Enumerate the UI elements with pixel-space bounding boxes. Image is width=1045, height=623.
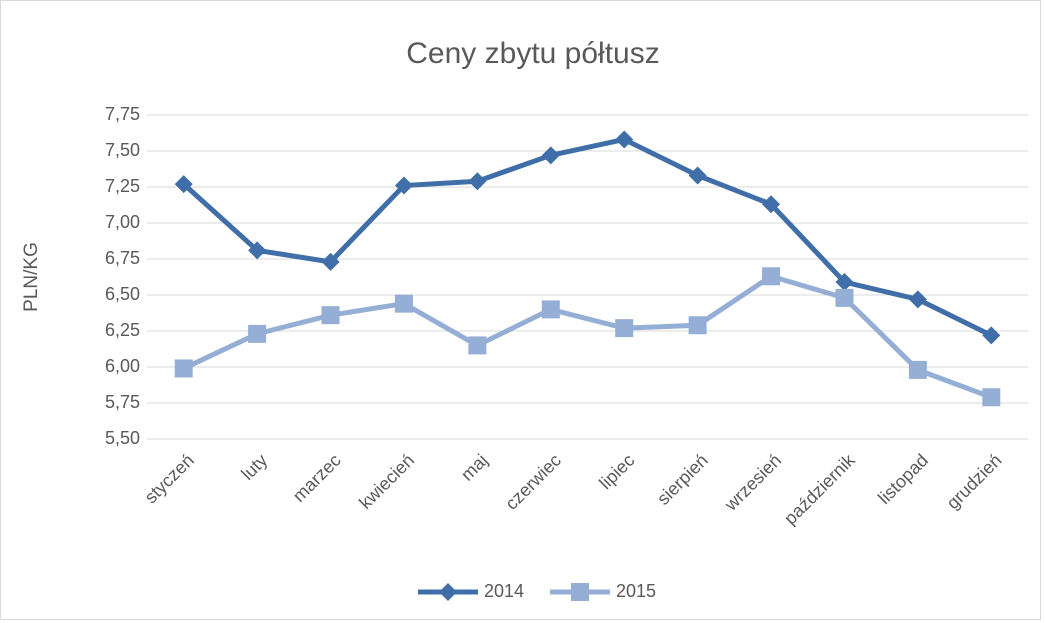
point-marker <box>688 316 707 335</box>
y-tick-label: 6,25 <box>105 320 140 340</box>
legend-label: 2014 <box>484 581 524 601</box>
point-marker <box>688 166 707 185</box>
y-tick-label: 7,00 <box>105 212 140 232</box>
point-marker <box>908 290 927 309</box>
point-marker <box>908 360 927 379</box>
y-tick-label: 6,50 <box>105 284 140 304</box>
point-marker <box>762 267 781 286</box>
point-marker <box>394 294 413 313</box>
point-marker <box>541 146 560 165</box>
y-tick-label: 6,00 <box>105 356 140 376</box>
point-marker <box>982 388 1001 407</box>
y-tick-label: 7,25 <box>105 176 140 196</box>
y-tick-label: 6,75 <box>105 248 140 268</box>
point-marker <box>571 583 589 601</box>
point-marker <box>982 326 1001 345</box>
y-tick-label: 5,75 <box>105 392 140 412</box>
point-marker <box>541 300 560 319</box>
legend-label: 2015 <box>616 581 656 601</box>
y-tick-label: 5,50 <box>105 428 140 448</box>
point-marker <box>468 336 487 355</box>
point-marker <box>615 319 634 338</box>
chart-title: Ceny zbytu półtusz <box>406 37 659 70</box>
series-line <box>182 273 993 400</box>
series-line <box>182 136 993 338</box>
point-marker <box>835 273 854 292</box>
point-marker <box>248 241 267 260</box>
y-tick-label: 7,75 <box>105 104 140 124</box>
point-marker <box>615 130 634 149</box>
point-marker <box>439 583 457 601</box>
point-marker <box>174 359 193 378</box>
point-marker <box>321 306 340 325</box>
point-marker <box>394 176 413 195</box>
point-marker <box>248 324 267 343</box>
point-marker <box>835 288 854 307</box>
point-marker <box>174 175 193 194</box>
point-marker <box>762 195 781 214</box>
point-marker <box>468 172 487 191</box>
y-tick-label: 7,50 <box>105 140 140 160</box>
y-axis-label: PLN/KG <box>21 242 42 312</box>
point-marker <box>321 252 340 271</box>
